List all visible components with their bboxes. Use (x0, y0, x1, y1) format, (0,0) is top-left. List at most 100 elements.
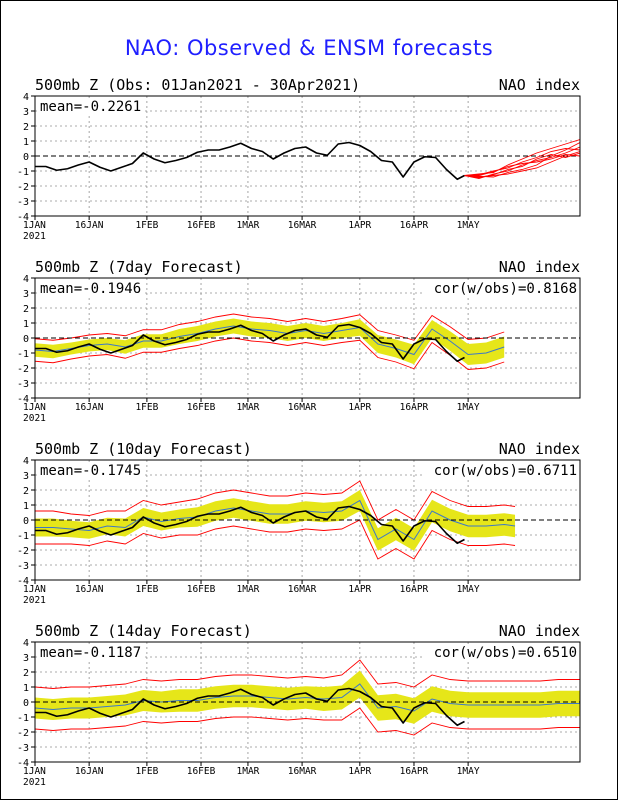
x-tick-label: 16MAR (288, 220, 317, 231)
x-tick-label: 1JAN (23, 220, 46, 231)
spread-lower-line (35, 519, 516, 560)
x-tick-label: 16JAN (75, 402, 104, 413)
plot-area (35, 313, 580, 370)
observed-nao-line (35, 323, 465, 363)
x-year-label: 2021 (23, 595, 46, 606)
y-tick-label: 2 (23, 668, 29, 679)
panel-right-title: NAO index (499, 622, 580, 640)
y-tick-label: -4 (17, 758, 29, 769)
x-tick-label: 16APR (400, 220, 429, 231)
y-tick-label: 1 (23, 137, 29, 148)
x-tick-label: 16APR (400, 584, 429, 595)
y-tick-label: -3 (17, 743, 29, 754)
x-tick-label: 16JAN (75, 584, 104, 595)
plot-area (35, 659, 580, 736)
mean-label: mean=-0.1745 (40, 463, 141, 479)
mean-label: mean=-0.1946 (40, 281, 141, 297)
panel-title: 500mb Z (Obs: 01Jan2021 - 30Apr2021) (35, 76, 360, 94)
x-tick-label: 16FEB (187, 584, 216, 595)
y-tick-label: -2 (17, 182, 29, 193)
forecast-member-line (464, 151, 580, 178)
spread-upper-line (35, 480, 516, 521)
ensemble-mean-line (35, 499, 516, 541)
x-tick-label: 16FEB (187, 220, 216, 231)
panel-title: 500mb Z (10day Forecast) (35, 440, 252, 458)
x-year-label: 2021 (23, 777, 46, 788)
x-tick-label: 1APR (348, 220, 371, 231)
mean-label-box (37, 280, 144, 297)
cor-label: cor(w/obs)=0.6711 (434, 463, 577, 479)
forecast-member-line (464, 142, 580, 178)
cor-label-box (424, 280, 578, 297)
y-tick-label: -2 (17, 728, 29, 739)
mean-label-box (37, 462, 144, 479)
y-tick-label: -1 (17, 531, 29, 542)
cor-label-box (424, 644, 578, 661)
y-tick-label: 2 (23, 486, 29, 497)
mean-label: mean=-0.1187 (40, 645, 141, 661)
x-tick-label: 1JAN (23, 402, 46, 413)
x-tick-label: 16FEB (187, 766, 216, 777)
plot-area (35, 139, 580, 181)
y-tick-label: -3 (17, 197, 29, 208)
y-tick-label: -2 (17, 364, 29, 375)
x-tick-label: 1FEB (135, 584, 158, 595)
y-tick-label: 4 (23, 638, 29, 649)
x-year-label: 2021 (23, 413, 46, 424)
x-tick-label: 1APR (348, 766, 371, 777)
x-tick-label: 1JAN (23, 766, 46, 777)
panel-title: 500mb Z (14day Forecast) (35, 622, 252, 640)
y-tick-label: -2 (17, 546, 29, 557)
x-tick-label: 1MAR (237, 766, 260, 777)
y-tick-label: 3 (23, 653, 29, 664)
x-tick-label: 1FEB (135, 766, 158, 777)
ensemble-mean-line (35, 325, 505, 356)
y-tick-label: 1 (23, 319, 29, 330)
spread-upper-line (35, 659, 580, 689)
x-tick-label: 16FEB (187, 402, 216, 413)
forecast-member-line (464, 139, 580, 176)
x-tick-label: 1MAR (237, 584, 260, 595)
observed-nao-line (35, 141, 465, 181)
x-tick-label: 16MAR (288, 766, 317, 777)
mean-label: mean=-0.2261 (40, 99, 141, 115)
chart-panel-2: 500mb Z (7day Forecast) NAO index 4 3 2 1 0 -1 -… (17, 258, 581, 424)
panel-right-title: NAO index (499, 76, 580, 94)
mean-label-box (37, 644, 144, 661)
y-tick-label: 1 (23, 501, 29, 512)
chart-panel-1: 500mb Z (Obs: 01Jan2021 - 30Apr2021) NAO … (17, 76, 581, 242)
x-tick-label: 1MAR (237, 402, 260, 413)
panel-right-title: NAO index (499, 258, 580, 276)
spread-lower-line (35, 707, 580, 736)
chart-panel-3: 500mb Z (10day Forecast) NAO index 4 3 2 1 0 -1… (17, 440, 581, 606)
x-tick-label: 1JAN (23, 584, 46, 595)
y-tick-label: -4 (17, 576, 29, 587)
observed-nao-line (35, 687, 465, 727)
spread-upper-line (35, 313, 505, 341)
y-tick-label: -1 (17, 167, 29, 178)
y-tick-label: 2 (23, 304, 29, 315)
y-tick-label: 3 (23, 289, 29, 300)
x-tick-label: 1MAR (237, 220, 260, 231)
y-tick-label: -1 (17, 713, 29, 724)
y-tick-label: 4 (23, 274, 29, 285)
y-tick-label: 0 (23, 334, 29, 345)
x-tick-label: 1MAY (457, 402, 480, 413)
cor-label-box (424, 462, 578, 479)
x-tick-label: 16JAN (75, 220, 104, 231)
panel-title: 500mb Z (7day Forecast) (35, 258, 243, 276)
y-tick-label: -3 (17, 561, 29, 572)
y-tick-label: 0 (23, 152, 29, 163)
y-tick-label: 3 (23, 107, 29, 118)
x-tick-label: 16MAR (288, 402, 317, 413)
cor-label: cor(w/obs)=0.8168 (434, 281, 577, 297)
ensemble-mean-line (35, 683, 580, 712)
y-tick-label: 3 (23, 471, 29, 482)
forecast-member-line (464, 154, 580, 176)
x-year-label: 2021 (23, 231, 46, 242)
mean-label-box (37, 98, 144, 115)
x-tick-label: 1MAY (457, 584, 480, 595)
y-tick-label: 0 (23, 516, 29, 527)
spread-lower-line (35, 337, 505, 370)
